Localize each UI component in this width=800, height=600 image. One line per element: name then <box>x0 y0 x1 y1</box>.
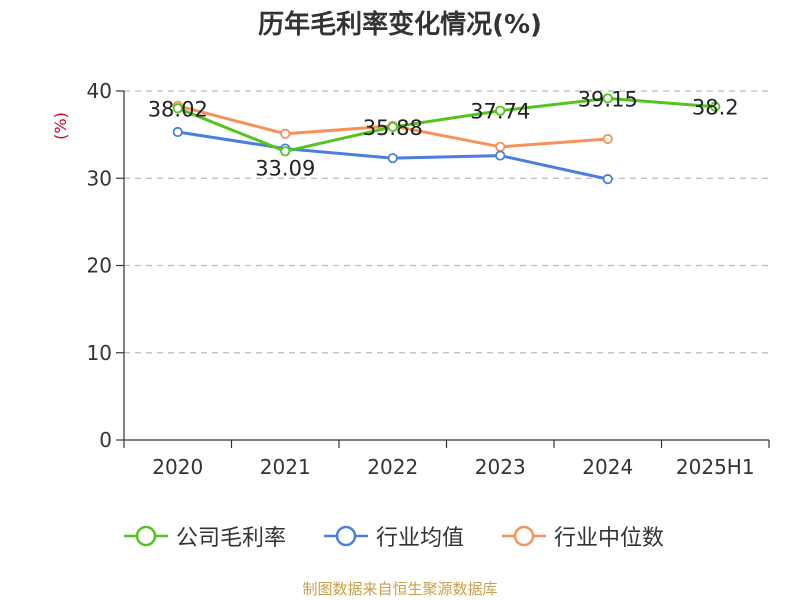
chart-title: 历年毛利率变化情况(%) <box>258 10 542 40</box>
data-point <box>495 141 506 152</box>
data-label: 37.74 <box>470 100 530 124</box>
data-point <box>280 146 291 157</box>
data-label: 38.2 <box>692 96 739 120</box>
data-label: 38.02 <box>148 97 208 121</box>
data-point <box>172 103 183 114</box>
y-axis-unit-label: (%) <box>51 112 70 140</box>
legend-label: 公司毛利率 <box>176 526 287 551</box>
data-point <box>710 101 721 112</box>
x-tick-label: 2020 <box>152 455 203 479</box>
y-tick-label: 40 <box>87 79 112 103</box>
legend-line-circle-icon <box>324 525 368 547</box>
y-tick-label: 20 <box>87 254 112 278</box>
y-tick-label: 10 <box>87 341 112 365</box>
legend-item-industry-median[interactable]: 行业中位数 <box>500 518 664 554</box>
data-label: 35.88 <box>363 116 423 140</box>
series-lines <box>172 93 721 185</box>
data-point <box>280 128 291 139</box>
x-tick-label: 2025H1 <box>676 455 755 479</box>
legend-label: 行业均值 <box>376 526 465 551</box>
legend-label: 行业中位数 <box>554 526 665 551</box>
x-tick-label: 2021 <box>260 455 311 479</box>
y-tick-label: 30 <box>87 166 112 190</box>
x-tick-label: 2022 <box>367 455 418 479</box>
data-point <box>602 174 613 185</box>
data-labels: 38.02 33.09 35.88 37.74 39.15 38.2 <box>148 87 739 180</box>
legend-item-industry-average[interactable]: 行业均值 <box>322 518 464 554</box>
data-point <box>602 133 613 145</box>
x-tick-label: 2023 <box>475 455 526 479</box>
axes: 0 10 20 30 40 2020 2021 2022 2023 2024 2025H1 <box>87 79 770 479</box>
series-1 <box>172 126 613 185</box>
data-label: 39.15 <box>578 87 638 111</box>
data-point <box>172 126 183 138</box>
y-tick-label: 0 <box>99 428 112 452</box>
series-0 <box>172 93 721 157</box>
data-point <box>387 153 398 164</box>
data-point <box>387 121 398 133</box>
grid-lines <box>124 90 769 354</box>
legend-line-circle-icon <box>502 525 546 547</box>
legend-line-circle-icon <box>124 525 168 547</box>
data-point <box>495 105 506 116</box>
data-point <box>602 93 613 104</box>
series-line <box>176 96 717 153</box>
data-point <box>495 150 506 161</box>
data-label: 33.09 <box>255 156 315 180</box>
legend-item-company[interactable]: 公司毛利率 <box>122 518 286 554</box>
x-tick-label: 2024 <box>582 455 633 479</box>
source-note: 制图数据来自恒生聚源数据库 <box>302 580 498 598</box>
